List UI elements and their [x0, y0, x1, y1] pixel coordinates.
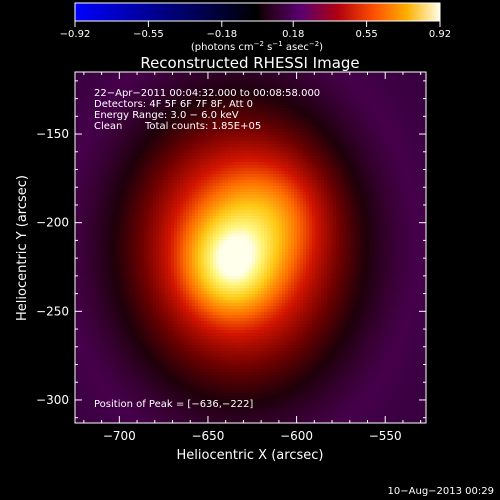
- colorbar-strip: [74, 2, 441, 22]
- footer-date: 10−Aug−2013 00:29: [387, 486, 494, 497]
- annotation-detectors: Detectors: 4F 5F 6F 7F 8F, Att 0: [94, 99, 253, 110]
- colorbar-tick-label: −0.92: [60, 29, 91, 40]
- colorbar-tick-label: 0.18: [282, 29, 304, 40]
- colorbar-unit-prefix: (photons cm: [191, 42, 254, 53]
- colorbar-tick-label: −0.55: [133, 29, 164, 40]
- annotation-total-counts: Total counts: 1.85E+05: [144, 121, 261, 132]
- colorbar-unit-mid2: asec: [283, 42, 309, 53]
- colorbar-unit-sup3: −2: [309, 40, 319, 48]
- y-tick-label: −250: [36, 304, 69, 318]
- x-tick-label: −550: [369, 429, 402, 443]
- y-tick-label: −150: [36, 127, 69, 141]
- colorbar: −0.92 −0.55 −0.18 0.18 0.55 0.92 (photons cm−…: [60, 2, 451, 53]
- colorbar-unit-suffix: ): [319, 42, 323, 53]
- annotations: 22−Apr−2011 00:04:32.000 to 00:08:58.000…: [94, 88, 320, 410]
- colorbar-unit-sup2: −1: [272, 40, 282, 48]
- colorbar-tick-label: 0.55: [355, 29, 377, 40]
- x-axis: −700 −650 −600 −550: [83, 72, 422, 443]
- colorbar-ticks: −0.92 −0.55 −0.18 0.18 0.55 0.92: [60, 21, 451, 40]
- x-tick-label: −700: [103, 429, 136, 443]
- y-axis-label: Heliocentric Y (arcsec): [15, 175, 30, 321]
- colorbar-unit-label: (photons cm−2 s−1 asec−2): [191, 40, 323, 53]
- x-tick-label: −650: [191, 429, 224, 443]
- annotation-method: Clean: [94, 121, 122, 132]
- colorbar-unit-mid: s: [264, 42, 272, 53]
- x-axis-label: Heliocentric X (arcsec): [177, 448, 324, 463]
- colorbar-unit-sup1: −2: [254, 40, 264, 48]
- y-axis: −150 −200 −250 −300: [36, 80, 426, 419]
- x-tick-label: −600: [280, 429, 313, 443]
- y-tick-label: −200: [36, 216, 69, 230]
- plot-area: −700 −650 −600 −550 −150 −200 −250 −300: [36, 71, 427, 443]
- colorbar-tick-label: −0.18: [206, 29, 237, 40]
- y-tick-label: −300: [36, 393, 69, 407]
- annotation-time-range: 22−Apr−2011 00:04:32.000 to 00:08:58.000: [94, 88, 320, 99]
- chart-title: Reconstructed RHESSI Image: [140, 54, 359, 72]
- annotation-peak-position: Position of Peak = [−636,−222]: [94, 399, 253, 410]
- heatmap-image: [75, 72, 426, 423]
- plot-frame: [74, 71, 427, 424]
- annotation-energy-range: Energy Range: 3.0 − 6.0 keV: [94, 110, 239, 121]
- colorbar-tick-label: 0.92: [429, 29, 451, 40]
